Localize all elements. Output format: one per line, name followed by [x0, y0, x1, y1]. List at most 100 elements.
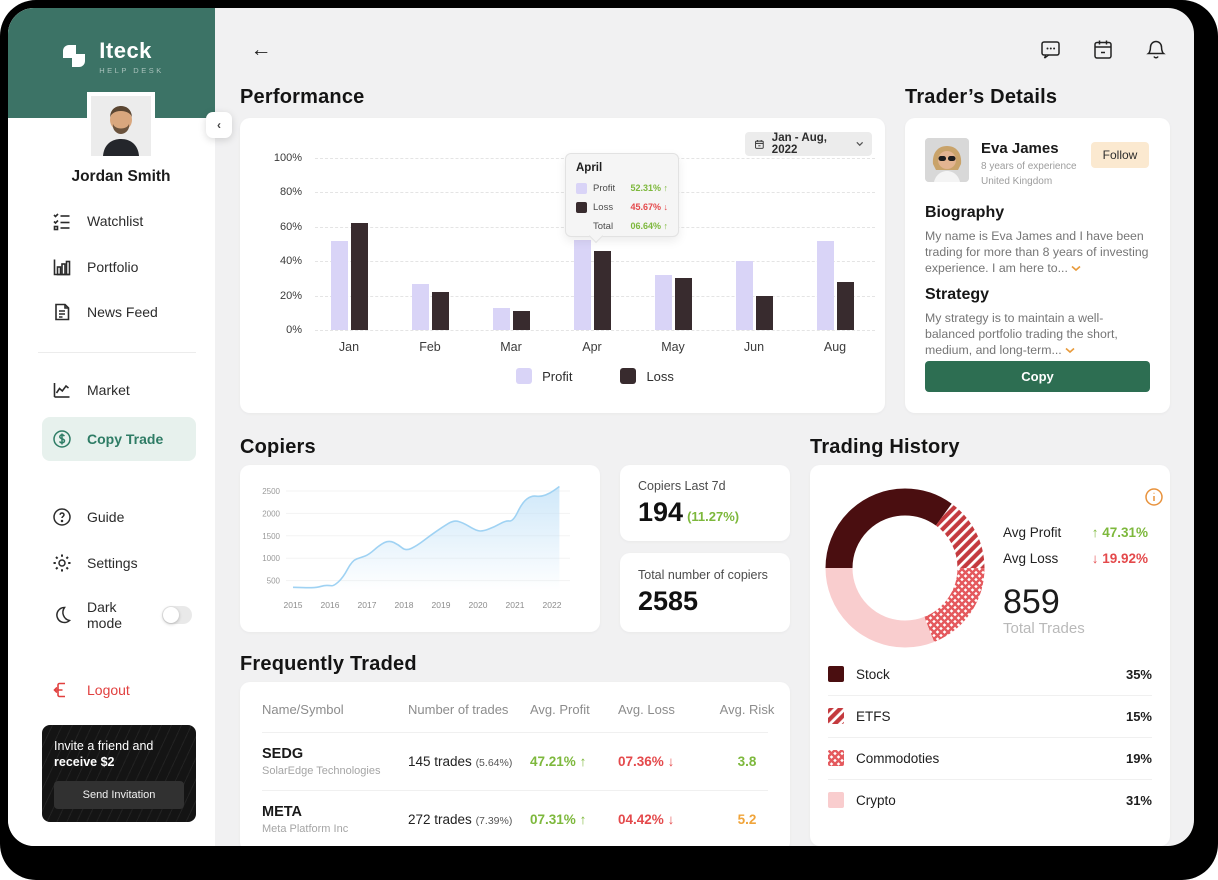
date-range-selector[interactable]: Jan - Aug, 2022	[745, 132, 872, 156]
y-axis-tick: 40%	[279, 255, 302, 268]
biography-expand-icon[interactable]	[1071, 260, 1081, 276]
table-row-meta[interactable]: META Meta Platform Inc 272 trades (7.39%…	[262, 790, 768, 846]
trades-count: 272 trades (7.39%)	[408, 812, 513, 827]
x-axis-tick: Jun	[743, 340, 765, 354]
performance-bar-mar-profit[interactable]	[492, 307, 510, 330]
sidebar-item-label: Dark mode	[87, 599, 123, 631]
svg-text:2019: 2019	[432, 600, 451, 610]
performance-bar-feb-profit[interactable]	[411, 283, 429, 330]
strategy-expand-icon[interactable]	[1065, 342, 1075, 358]
svg-text:2021: 2021	[506, 600, 525, 610]
legend-row-commodoties: Commodoties 19%	[828, 737, 1152, 779]
table-header-row: Name/Symbol Number of trades Avg. Profit…	[262, 702, 774, 732]
column-name-symbol: Name/Symbol	[262, 702, 344, 717]
calendar-icon[interactable]	[1091, 38, 1115, 62]
sidebar-item-label: Copy Trade	[87, 431, 164, 447]
sidebar-item-settings[interactable]: Settings	[42, 543, 196, 583]
performance-bar-aug-profit[interactable]	[816, 240, 834, 330]
performance-bar-may-loss[interactable]	[674, 278, 692, 330]
trader-details-card: Eva James 8 years of experience United K…	[905, 118, 1170, 413]
legend-profit-label: Profit	[542, 368, 573, 384]
legend-row-crypto: Crypto 31%	[828, 779, 1152, 821]
bell-icon[interactable]	[1144, 38, 1168, 62]
avg-loss-value: 07.36% ↓	[618, 754, 675, 769]
table-row-sedg[interactable]: SEDG SolarEdge Technologies 145 trades (…	[262, 732, 768, 790]
company: SolarEdge Technologies	[262, 765, 381, 777]
follow-button[interactable]: Follow	[1091, 142, 1149, 168]
column-avg-risk: Avg. Risk	[719, 702, 775, 717]
sidebar-collapse-button[interactable]: ‹	[206, 112, 232, 138]
performance-bar-apr-profit[interactable]	[573, 240, 591, 330]
avg-risk-value: 5.2	[737, 812, 757, 827]
sidebar-item-label: Watchlist	[87, 213, 144, 229]
svg-text:2015: 2015	[284, 600, 303, 610]
performance-bar-may-profit[interactable]	[654, 274, 672, 330]
gridline	[315, 330, 875, 331]
performance-bar-jan-loss[interactable]	[350, 223, 368, 330]
sidebar-item-copy-trade[interactable]: Copy Trade	[42, 417, 196, 461]
chart-tooltip: April Profit 52.31% ↑ Loss 45.67% ↓ Tota…	[565, 153, 679, 237]
x-axis-tick: Aug	[823, 340, 847, 354]
performance-bar-jun-profit[interactable]	[735, 261, 753, 330]
performance-bar-feb-loss[interactable]	[431, 292, 449, 330]
performance-bar-aug-loss[interactable]	[836, 281, 854, 330]
copiers-chart-card: 2500 2000 1500 1000 500 2015 2016 2017 2018 2019 2…	[240, 465, 600, 632]
x-axis-tick: Jan	[338, 340, 360, 354]
performance-bar-jan-profit[interactable]	[330, 240, 348, 330]
etfs-swatch	[828, 708, 844, 724]
date-range-value: Jan - Aug, 2022	[771, 132, 827, 156]
sidebar-item-dark-mode: Dark mode	[42, 595, 196, 635]
info-icon[interactable]	[1144, 487, 1164, 507]
performance-bar-jun-loss[interactable]	[755, 295, 773, 330]
total-trades-label: Total Trades	[1003, 620, 1085, 637]
y-axis-tick: 100%	[273, 152, 302, 164]
legend-loss-label: Loss	[646, 368, 674, 384]
svg-text:1500: 1500	[262, 532, 280, 541]
performance-card: 100% 80% 60% 40% 20% 0% Jan Feb Mar Apr May Jun Aug …	[240, 118, 885, 413]
chat-icon[interactable]	[1039, 38, 1063, 62]
svg-text:2020: 2020	[469, 600, 488, 610]
donut-segment-crypto[interactable]	[825, 488, 985, 648]
settings-icon	[53, 554, 71, 572]
copy-trader-button[interactable]: Copy	[925, 361, 1150, 392]
back-button[interactable]: ←	[247, 36, 275, 64]
sidebar-item-guide[interactable]: Guide	[42, 497, 196, 537]
avg-profit-label: Avg Profit	[1003, 525, 1062, 540]
copiers-last7d-card: Copiers Last 7d 194 (11.27%)	[620, 465, 790, 541]
sidebar-item-watchlist[interactable]: Watchlist	[42, 201, 196, 241]
strategy-heading: Strategy	[925, 286, 990, 303]
donut-segment-etfs[interactable]	[825, 488, 985, 648]
watchlist-icon	[53, 213, 70, 231]
sidebar: Iteck HELP DESK ‹ Jordan Smith	[8, 8, 232, 846]
frequently-traded-card: Name/Symbol Number of trades Avg. Profit…	[240, 682, 790, 846]
avg-profit-value: ↑ 47.31%	[1091, 525, 1148, 540]
logout-button[interactable]: Logout	[42, 670, 196, 710]
x-axis-tick: Apr	[582, 340, 602, 354]
avg-loss-label: Avg Loss	[1003, 551, 1059, 566]
trading-history-title: Trading History	[810, 436, 960, 458]
performance-bar-apr-loss[interactable]	[593, 251, 611, 330]
sidebar-item-label: News Feed	[87, 304, 158, 320]
trading-history-donut	[825, 488, 985, 648]
dark-mode-toggle[interactable]	[162, 606, 192, 624]
legend-loss-swatch	[620, 368, 637, 384]
sidebar-item-portfolio[interactable]: Portfolio	[42, 247, 196, 287]
performance-bar-mar-loss[interactable]	[512, 311, 530, 330]
svg-text:1000: 1000	[262, 554, 280, 563]
svg-text:2022: 2022	[543, 600, 562, 610]
trader-country: United Kingdom	[981, 176, 1053, 187]
column-number-of-trades: Number of trades	[408, 702, 509, 717]
avg-loss-value: 04.42% ↓	[618, 812, 675, 827]
trading-history-card: Avg Profit ↑ 47.31% Avg Loss ↓ 19.92% 85…	[810, 465, 1170, 846]
copiers-total-label: Total number of copiers	[638, 568, 768, 582]
sidebar-item-news-feed[interactable]: News Feed	[42, 292, 196, 332]
company: Meta Platform Inc	[262, 823, 349, 835]
send-invitation-button[interactable]: Send Invitation	[54, 781, 184, 809]
x-axis-tick: Feb	[419, 340, 441, 354]
strategy-text: My strategy is to maintain a well-balanc…	[925, 311, 1118, 358]
invite-text: Invite a friend and receive $2	[54, 739, 154, 769]
avg-profit-value: 47.21% ↑	[530, 754, 587, 769]
svg-text:500: 500	[267, 577, 281, 586]
performance-title: Performance	[240, 86, 365, 108]
sidebar-item-market[interactable]: Market	[42, 370, 196, 410]
